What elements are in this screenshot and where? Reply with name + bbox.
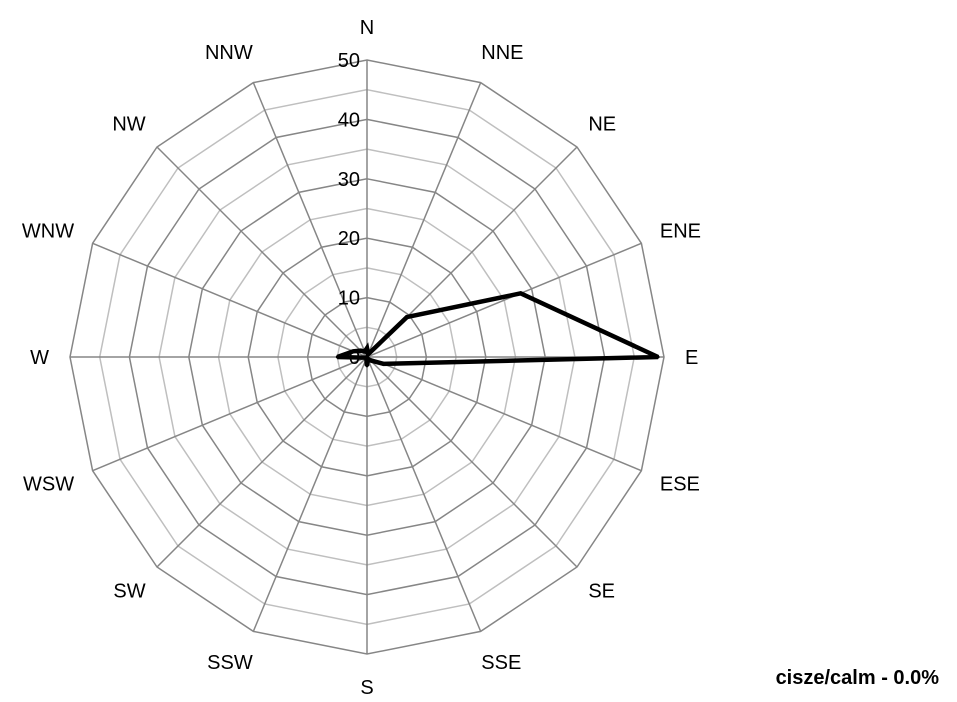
data-point-nnw xyxy=(363,350,367,354)
series-line xyxy=(336,290,660,367)
data-point-ene xyxy=(519,291,523,295)
spoke-se xyxy=(366,356,578,568)
data-point-w xyxy=(335,355,339,359)
direction-labels: N NNE NE ENE E ESE SE SSE S SSW SW WSW W WNW NW NNW xyxy=(22,17,701,699)
data-point-wsw xyxy=(363,356,367,360)
spoke-wnw xyxy=(92,242,368,358)
tick-label: 20 xyxy=(338,228,360,250)
spoke-ese xyxy=(366,356,642,472)
calm-label: cisze/calm - 0.0% xyxy=(775,667,939,689)
spoke-sse xyxy=(366,356,482,632)
direction-label-sse: SSE xyxy=(481,652,521,674)
data-point-wnw xyxy=(351,349,355,353)
series-layer xyxy=(335,290,660,368)
data-point-e xyxy=(656,355,660,359)
spoke-ssw xyxy=(252,356,368,632)
spoke-sw xyxy=(156,356,368,568)
direction-label-ne: NE xyxy=(588,114,616,136)
data-point-nne xyxy=(366,352,370,356)
direction-label-nw: NW xyxy=(112,114,145,136)
data-point-nw xyxy=(359,349,363,353)
tick-label: 40 xyxy=(338,109,360,131)
direction-label-sw: SW xyxy=(113,580,145,602)
direction-label-ssw: SSW xyxy=(207,652,253,674)
direction-label-ene: ENE xyxy=(660,221,701,243)
spoke-ene xyxy=(366,242,642,358)
radial-axis-ticks: 0 10 20 30 40 50 xyxy=(338,50,360,369)
direction-label-ese: ESE xyxy=(660,473,700,495)
direction-label-e: E xyxy=(685,347,698,369)
data-point-n xyxy=(365,346,369,350)
direction-label-wnw: WNW xyxy=(22,221,74,243)
grid xyxy=(69,59,665,655)
direction-label-se: SE xyxy=(588,580,615,602)
direction-label-nnw: NNW xyxy=(205,42,253,64)
tick-label: 30 xyxy=(338,169,360,191)
spoke-nne xyxy=(366,82,482,358)
direction-label-s: S xyxy=(360,677,373,699)
spoke-nnw xyxy=(252,82,368,358)
direction-label-w: W xyxy=(30,347,49,369)
data-point-ese xyxy=(381,362,385,366)
spoke-wsw xyxy=(92,356,368,472)
spoke-nw xyxy=(156,146,368,358)
direction-label-nne: NNE xyxy=(481,42,523,64)
direction-label-n: N xyxy=(360,17,374,39)
data-point-se xyxy=(368,358,372,362)
data-point-s xyxy=(365,364,369,368)
tick-label: 0 xyxy=(349,347,360,369)
data-point-ne xyxy=(405,315,409,319)
direction-label-wsw: WSW xyxy=(23,473,74,495)
tick-label: 50 xyxy=(338,50,360,72)
tick-label: 10 xyxy=(338,288,360,310)
